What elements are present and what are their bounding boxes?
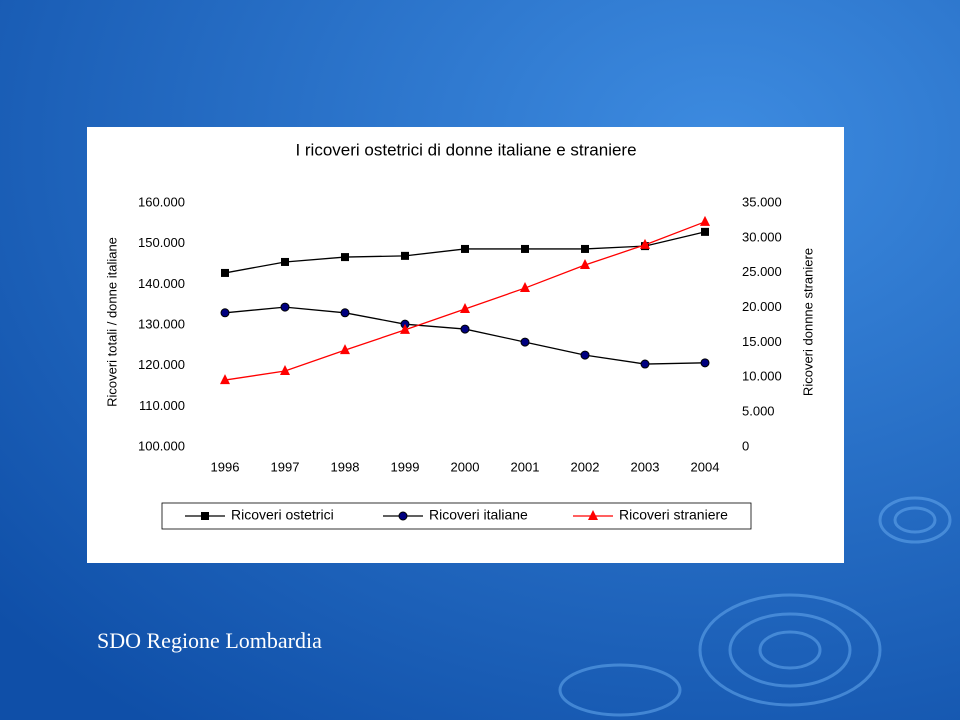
data-point bbox=[460, 324, 470, 334]
y-tick-label: 160.000 bbox=[138, 194, 185, 209]
y-tick-label: 140.000 bbox=[138, 276, 185, 291]
chart-title: I ricoveri ostetrici di donne italiane e… bbox=[295, 140, 636, 159]
decoration bbox=[558, 496, 952, 717]
legend-label: Ricoveri ostetrici bbox=[231, 507, 334, 523]
x-tick-label: 1996 bbox=[211, 459, 240, 474]
y2-tick-label: 15.000 bbox=[742, 334, 782, 349]
data-point bbox=[340, 308, 350, 318]
data-point bbox=[700, 215, 710, 226]
y2-tick-label: 0 bbox=[742, 438, 749, 453]
data-point bbox=[521, 244, 529, 253]
data-point bbox=[401, 251, 409, 260]
legend bbox=[161, 502, 752, 530]
legend-marker bbox=[398, 511, 408, 521]
data-point bbox=[640, 359, 650, 369]
data-point bbox=[400, 323, 410, 334]
data-point bbox=[340, 344, 350, 355]
y2-tick-label: 35.000 bbox=[742, 194, 782, 209]
y2-tick-label: 20.000 bbox=[742, 299, 782, 314]
x-tick-label: 2004 bbox=[691, 459, 720, 474]
data-point bbox=[460, 302, 470, 313]
y-axis-label: Ricoveri totali / donne italiane bbox=[104, 237, 119, 407]
x-tick-label: 2003 bbox=[631, 459, 660, 474]
y-tick-label: 150.000 bbox=[138, 235, 185, 250]
data-point bbox=[280, 365, 290, 376]
data-point bbox=[341, 253, 349, 262]
data-point bbox=[220, 374, 230, 385]
data-point bbox=[220, 308, 230, 318]
footer: SDO Regione Lombardia bbox=[97, 628, 322, 653]
data-point bbox=[221, 268, 229, 277]
legend-marker bbox=[201, 512, 209, 520]
data-point bbox=[580, 259, 590, 270]
y2-axis-label: Ricoveri donnne straniere bbox=[800, 248, 815, 396]
y-tick-label: 130.000 bbox=[138, 316, 185, 331]
x-tick-label: 1997 bbox=[271, 459, 300, 474]
x-tick-label: 1998 bbox=[331, 459, 360, 474]
data-point bbox=[701, 227, 709, 236]
data-point bbox=[700, 358, 710, 368]
y-tick-label: 100.000 bbox=[138, 438, 185, 453]
y2-tick-label: 5.000 bbox=[742, 404, 775, 419]
y2-tick-label: 10.000 bbox=[742, 369, 782, 384]
x-tick-label: 2000 bbox=[451, 459, 480, 474]
legend-label: Ricoveri italiane bbox=[429, 507, 528, 523]
data-point bbox=[461, 244, 469, 253]
chart-panel bbox=[87, 127, 844, 563]
data-point bbox=[580, 350, 590, 360]
data-point bbox=[520, 282, 530, 293]
x-tick-label: 2001 bbox=[511, 459, 540, 474]
data-point bbox=[280, 302, 290, 312]
legend-marker bbox=[588, 510, 598, 520]
data-point bbox=[281, 257, 289, 266]
y-tick-label: 120.000 bbox=[138, 357, 185, 372]
data-point bbox=[520, 337, 530, 347]
legend-label: Ricoveri straniere bbox=[619, 507, 728, 523]
x-tick-label: 2002 bbox=[571, 459, 600, 474]
y2-tick-label: 25.000 bbox=[742, 264, 782, 279]
x-tick-label: 1999 bbox=[391, 459, 420, 474]
y2-tick-label: 30.000 bbox=[742, 229, 782, 244]
data-point bbox=[581, 244, 589, 253]
data-point bbox=[640, 238, 650, 249]
y-tick-label: 110.000 bbox=[139, 398, 185, 413]
